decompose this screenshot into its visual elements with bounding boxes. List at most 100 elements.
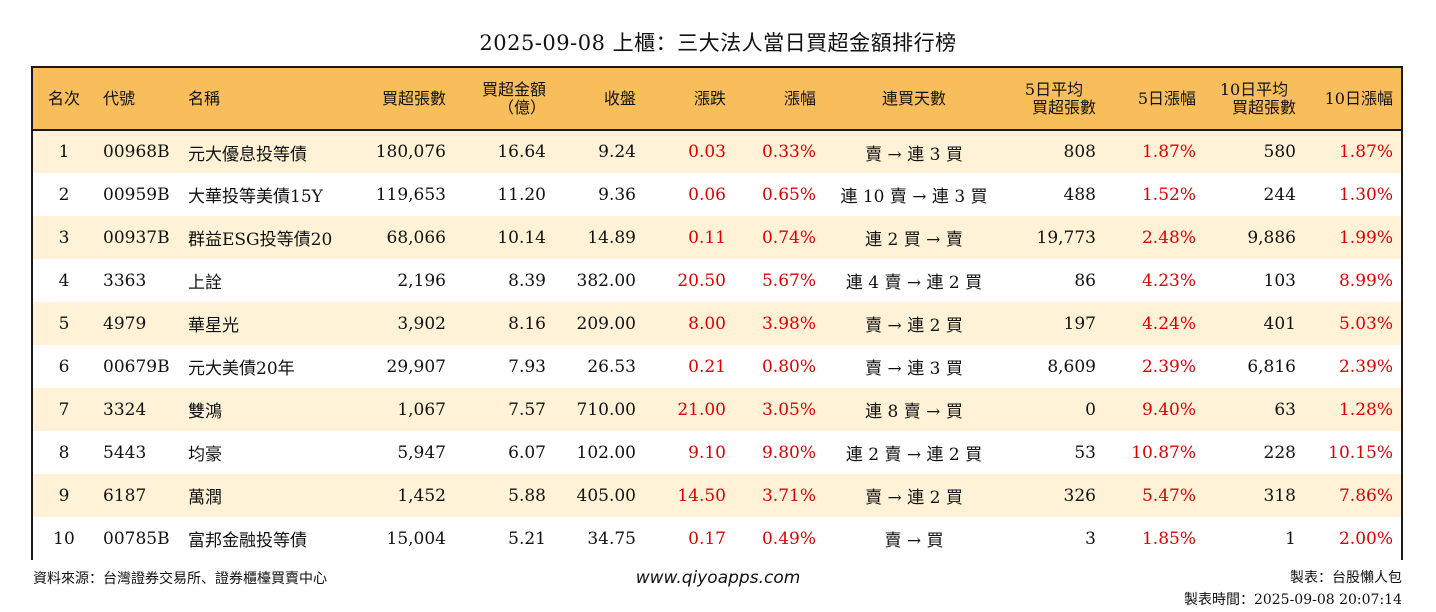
cell-pct10: 1.28%	[1338, 399, 1393, 420]
cell-avg5: 0	[1085, 399, 1096, 420]
cell-buy-shares: 1,067	[397, 399, 446, 420]
header-pct: 漲幅	[734, 68, 824, 131]
ranking-table: 名次 代號 名稱 買超張數 買超金額 （億） 收盤 漲跌 漲幅 連買天數 5日平…	[33, 68, 1401, 560]
cell-close: 209.00	[576, 313, 636, 334]
cell-avg5: 488	[1063, 184, 1096, 205]
cell-buy-shares: 68,066	[386, 227, 446, 248]
cell-pct: 0.74%	[761, 227, 816, 248]
cell-avg5: 3	[1085, 528, 1096, 549]
cell-pct5: 5.47%	[1141, 485, 1196, 506]
cell-pct10: 2.39%	[1338, 356, 1393, 377]
page-title: 2025-09-08 上櫃：三大法人當日買超金額排行榜	[479, 31, 957, 55]
header-buy-amount: 買超金額 （億）	[454, 68, 554, 131]
cell-code: 3363	[103, 270, 147, 291]
cell-streak: 賣 → 連 3 買	[865, 359, 963, 379]
header-change: 漲跌	[644, 68, 734, 131]
website-link[interactable]: www.qiyoapps.com	[635, 568, 801, 588]
cell-name: 雙鴻	[188, 402, 222, 422]
cell-streak: 賣 → 買	[884, 531, 944, 551]
cell-name: 萬潤	[188, 488, 222, 508]
cell-streak: 連 8 賣 → 買	[865, 402, 963, 422]
cell-rank: 10	[53, 528, 75, 549]
cell-buy-shares: 180,076	[375, 142, 446, 162]
table-row: 7 3324 雙鴻 1,067 7.57 710.00 21.00 3.05% 連 8 賣 → …	[33, 388, 1401, 431]
cell-change: 21.00	[677, 399, 726, 420]
cell-buy-amount: 8.39	[508, 270, 546, 291]
cell-buy-shares: 3,902	[397, 313, 446, 334]
cell-code: 00959B	[103, 184, 170, 205]
cell-close: 382.00	[576, 270, 636, 291]
cell-rank: 9	[58, 485, 70, 506]
cell-buy-amount: 8.16	[508, 313, 546, 334]
cell-streak: 連 2 買 → 賣	[865, 230, 963, 250]
cell-pct10: 10.15%	[1328, 442, 1393, 463]
cell-change: 9.10	[688, 442, 726, 463]
cell-code: 00679B	[103, 356, 170, 377]
header-avg10-line1: 10日平均	[1219, 79, 1289, 99]
cell-name: 富邦金融投等債	[188, 531, 307, 551]
header-avg10: 10日平均 買超張數	[1204, 68, 1304, 131]
cell-pct: 3.71%	[761, 485, 816, 506]
cell-pct: 3.05%	[761, 399, 816, 420]
cell-pct: 0.80%	[761, 356, 816, 377]
cell-avg10: 244	[1263, 184, 1296, 205]
table-timestamp: 製表時間：2025-09-08 20:07:14	[1183, 592, 1402, 608]
cell-code: 00785B	[103, 528, 170, 549]
cell-change: 0.17	[688, 528, 726, 549]
cell-streak: 賣 → 連 3 買	[865, 144, 963, 165]
header-close: 收盤	[554, 68, 644, 131]
cell-pct10: 5.03%	[1338, 313, 1393, 334]
ranking-table-container: 名次 代號 名稱 買超張數 買超金額 （億） 收盤 漲跌 漲幅 連買天數 5日平…	[31, 66, 1403, 560]
cell-buy-shares: 29,907	[386, 356, 446, 377]
data-source: 資料來源：台灣證券交易所、證券櫃檯買賣中心	[33, 571, 327, 587]
table-header-row: 名次 代號 名稱 買超張數 買超金額 （億） 收盤 漲跌 漲幅 連買天數 5日平…	[33, 68, 1401, 131]
cell-pct5: 4.24%	[1141, 313, 1196, 334]
cell-close: 26.53	[587, 356, 636, 377]
cell-code: 5443	[103, 442, 147, 463]
cell-rank: 4	[58, 270, 70, 291]
cell-change: 0.03	[688, 142, 726, 162]
header-avg5-line1: 5日平均	[1024, 79, 1084, 99]
cell-name: 大華投等美債15Y	[188, 187, 323, 207]
cell-pct: 0.33%	[761, 142, 816, 162]
cell-code: 00937B	[103, 227, 170, 248]
cell-avg5: 808	[1063, 142, 1096, 162]
header-rank: 名次	[33, 68, 95, 131]
cell-avg5: 53	[1074, 442, 1096, 463]
cell-name: 均豪	[188, 445, 222, 465]
cell-pct10: 1.30%	[1338, 184, 1393, 205]
cell-avg5: 8,609	[1047, 356, 1096, 377]
table-row: 10 00785B 富邦金融投等債 15,004 5.21 34.75 0.17 0.49% 賣…	[33, 517, 1401, 560]
cell-buy-amount: 16.64	[497, 142, 546, 162]
cell-pct5: 9.40%	[1141, 399, 1196, 420]
table-row: 3 00937B 群益ESG投等債20 68,066 10.14 14.89 0.11 0.7…	[33, 216, 1401, 259]
cell-pct: 5.67%	[761, 270, 816, 291]
cell-avg5: 19,773	[1036, 227, 1096, 248]
cell-rank: 8	[58, 442, 70, 463]
cell-close: 14.89	[587, 227, 636, 248]
cell-change: 20.50	[677, 270, 726, 291]
cell-name: 元大優息投等債	[188, 144, 307, 165]
header-avg5: 5日平均 買超張數	[1004, 68, 1104, 131]
cell-avg10: 63	[1274, 399, 1296, 420]
cell-pct5: 4.23%	[1141, 270, 1196, 291]
cell-close: 9.36	[598, 184, 636, 205]
cell-close: 102.00	[576, 442, 636, 463]
cell-name: 群益ESG投等債20	[188, 230, 333, 250]
cell-code: 3324	[103, 399, 147, 420]
cell-streak: 賣 → 連 2 買	[865, 488, 963, 508]
cell-rank: 6	[58, 356, 70, 377]
cell-buy-shares: 1,452	[397, 485, 446, 506]
header-code: 代號	[95, 68, 180, 131]
cell-buy-amount: 10.14	[497, 227, 546, 248]
cell-code: 00968B	[103, 142, 170, 162]
cell-change: 0.11	[688, 227, 726, 248]
cell-name: 上詮	[188, 273, 222, 293]
table-row: 5 4979 華星光 3,902 8.16 209.00 8.00 3.98% 賣 → 連 2 …	[33, 302, 1401, 345]
cell-pct10: 8.99%	[1338, 270, 1393, 291]
cell-close: 710.00	[576, 399, 636, 420]
header-avg5-line2: 買超張數	[1031, 97, 1096, 117]
cell-change: 14.50	[677, 485, 726, 506]
table-row: 9 6187 萬潤 1,452 5.88 405.00 14.50 3.71% 賣 → 連 2 …	[33, 474, 1401, 517]
cell-code: 6187	[103, 485, 147, 506]
